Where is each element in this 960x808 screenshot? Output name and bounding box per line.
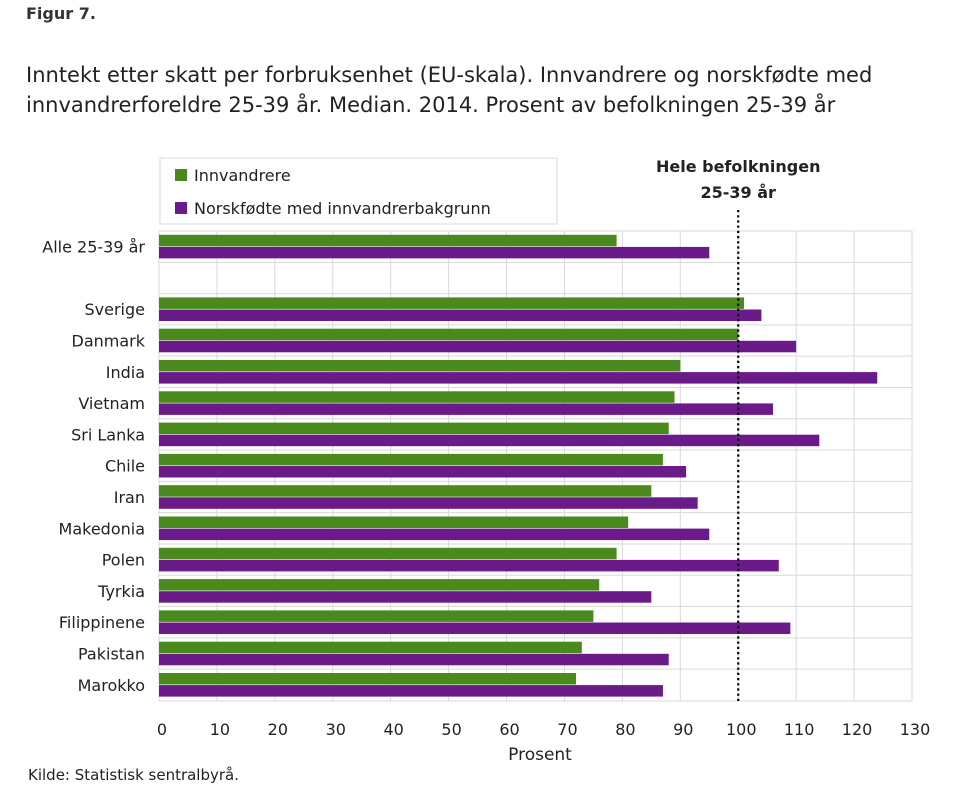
bar: [159, 547, 617, 560]
bar: [159, 579, 600, 591]
x-tick-label: 130: [900, 720, 931, 739]
x-tick-label: 0: [157, 720, 167, 739]
category-label: Danmark: [72, 332, 146, 351]
legend-box: [159, 157, 558, 225]
bar: [159, 297, 745, 309]
x-tick-label: 90: [673, 720, 693, 739]
x-tick-label: 120: [842, 720, 873, 739]
x-tick-label: 30: [326, 720, 346, 739]
bar: [159, 528, 710, 541]
bar: [159, 466, 687, 478]
category-label: Iran: [114, 488, 145, 507]
category-label: Polen: [102, 551, 145, 570]
bar: [159, 591, 652, 603]
bar: [159, 653, 669, 666]
category-label: Tyrkia: [97, 582, 145, 601]
bar: [159, 372, 878, 384]
category-label: Pakistan: [78, 645, 145, 664]
category-label: Makedonia: [59, 519, 145, 538]
chart-title: Inntekt etter skatt per forbruksenhet (E…: [26, 63, 873, 117]
x-tick-label: 50: [441, 720, 461, 739]
bar: [159, 328, 739, 341]
x-tick-label: 60: [499, 720, 519, 739]
x-tick-label: 110: [784, 720, 815, 739]
bar: [159, 485, 652, 497]
bar: [159, 559, 779, 572]
bar: [159, 403, 773, 415]
category-label: India: [106, 363, 145, 382]
reference-label: Hele befolkningen: [656, 157, 821, 176]
x-tick-label: 70: [557, 720, 577, 739]
x-tick-label: 100: [726, 720, 757, 739]
bars: [159, 234, 878, 697]
bar: [159, 610, 594, 622]
category-label: Filippinene: [59, 613, 145, 632]
bar: [159, 434, 820, 447]
reference-label: 25-39 år: [701, 183, 777, 202]
legend: Innvandrere Norskfødte med innvandrerbakg…: [159, 157, 558, 225]
category-label: Alle 25-39 år: [42, 238, 145, 257]
bar: [159, 340, 797, 353]
bar: [159, 641, 582, 654]
legend-label: Norskfødte med innvandrerbakgrunn: [194, 199, 491, 218]
bar: [159, 422, 669, 435]
x-tick-label: 40: [384, 720, 404, 739]
bar: [159, 360, 681, 372]
x-tick-label: 20: [268, 720, 288, 739]
legend-label: Innvandrere: [194, 166, 291, 185]
category-label: Sverige: [85, 300, 146, 319]
figure-label: Figur 7.: [26, 4, 96, 23]
legend-swatch: [175, 202, 187, 214]
category-label: Sri Lanka: [71, 425, 145, 444]
x-tick-label: 80: [615, 720, 635, 739]
category-label: Chile: [105, 457, 145, 476]
bar: [159, 234, 617, 247]
x-axis-title: Prosent: [508, 745, 572, 765]
bar: [159, 673, 577, 685]
reference-line-group: Hele befolkningen 25-39 år: [656, 157, 821, 701]
category-label: Vietnam: [78, 394, 145, 413]
axes: 0 10 20 30 40 50 60 70 80 90 100 110 120 130 Alle 25-3…: [42, 238, 930, 765]
legend-swatch: [175, 169, 187, 181]
bar: [159, 309, 762, 321]
category-label: Marokko: [78, 676, 145, 695]
bar: [159, 497, 698, 509]
bar: [159, 391, 675, 403]
bar: [159, 246, 710, 259]
bar: [159, 516, 629, 528]
bar: [159, 685, 663, 697]
bar: [159, 453, 663, 466]
x-tick-label: 10: [210, 720, 230, 739]
bar: [159, 622, 791, 634]
source-note: Kilde: Statistisk sentralbyrå.: [28, 766, 240, 784]
